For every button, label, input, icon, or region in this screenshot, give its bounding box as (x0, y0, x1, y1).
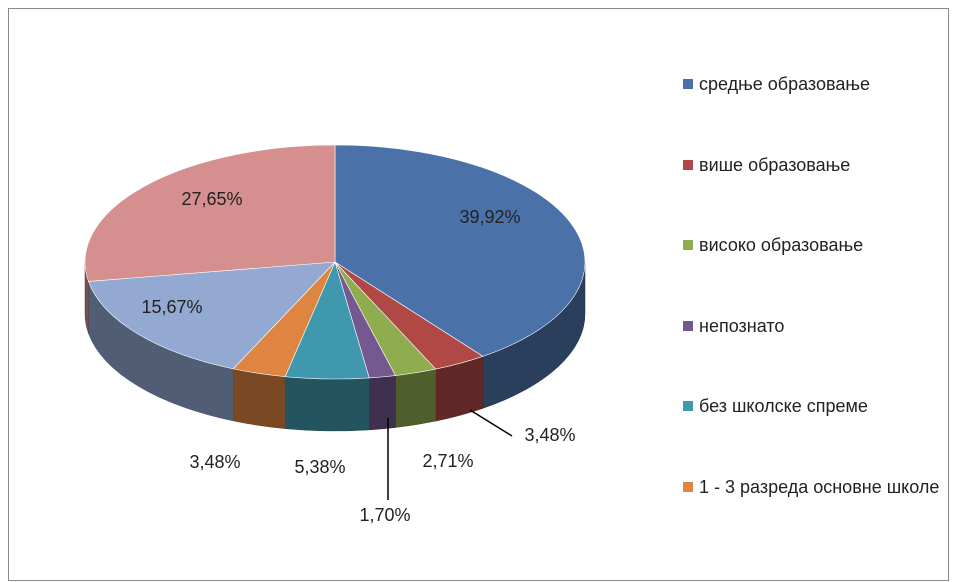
data-label: 3,48% (189, 452, 240, 472)
pie-side (368, 375, 396, 431)
legend-item: високо образовање (683, 233, 956, 257)
data-label: 3,48% (524, 425, 575, 445)
legend-label: средње образовање (699, 74, 870, 94)
data-labels: 39,92% 3,48% 2,71% 1,70% 5,38% 3,48% 15,67% 27,… (141, 189, 575, 525)
legend-swatch (683, 320, 693, 331)
legend-item: непознато (683, 314, 956, 338)
pie-side (395, 368, 436, 428)
data-label: 27,65% (181, 189, 242, 209)
legend-item: средње образовање (683, 72, 956, 96)
pie-slice (84, 144, 336, 282)
data-label: 39,92% (459, 207, 520, 227)
legend-swatch (683, 481, 693, 492)
data-label: 1,70% (359, 505, 410, 525)
pie-sides (84, 261, 586, 432)
legend-item: више образовање (683, 153, 956, 177)
legend-label: високо образовање (699, 235, 864, 255)
legend-swatch (683, 240, 693, 250)
legend-label: више образовање (699, 154, 851, 175)
data-label: 2,71% (422, 451, 473, 471)
chart-border (8, 8, 949, 581)
legend-label: непознато (699, 315, 785, 336)
legend-swatch (683, 159, 693, 170)
data-label: 15,67% (141, 297, 202, 317)
legend-swatch (683, 401, 693, 411)
pie-side (284, 376, 370, 432)
pie-slice (334, 144, 586, 357)
data-label: 5,38% (294, 457, 345, 477)
pie-slice (88, 261, 336, 370)
legend-label: 1 - 3 разреда основне школе (699, 476, 940, 497)
legend-item: без школске спреме (683, 394, 956, 418)
legend-item: 1 - 3 разреда основне школе (683, 475, 956, 499)
pie-tops (84, 144, 586, 380)
pie-side (232, 368, 286, 429)
legend-label: без школске спреме (699, 396, 868, 416)
legend-swatch (683, 79, 693, 89)
leader-line (469, 409, 513, 437)
